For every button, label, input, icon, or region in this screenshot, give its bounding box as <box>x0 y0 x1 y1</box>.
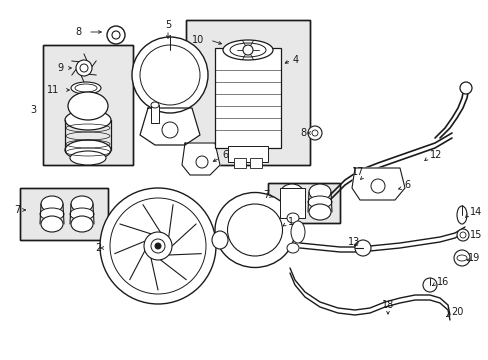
Ellipse shape <box>65 140 111 160</box>
Ellipse shape <box>70 151 106 165</box>
Circle shape <box>422 278 436 292</box>
Ellipse shape <box>308 204 330 220</box>
Text: 7: 7 <box>14 205 20 215</box>
Circle shape <box>107 26 125 44</box>
Circle shape <box>456 229 468 241</box>
Ellipse shape <box>223 40 272 60</box>
Bar <box>43 45 133 165</box>
Circle shape <box>76 60 92 76</box>
Text: 20: 20 <box>450 307 463 317</box>
Text: 8: 8 <box>299 128 305 138</box>
Bar <box>267 183 339 223</box>
Ellipse shape <box>307 196 331 208</box>
Ellipse shape <box>212 231 227 249</box>
Circle shape <box>311 130 317 136</box>
Ellipse shape <box>290 221 305 243</box>
Text: 15: 15 <box>469 230 481 240</box>
Polygon shape <box>182 143 220 175</box>
Text: 18: 18 <box>381 300 393 310</box>
Ellipse shape <box>65 110 111 130</box>
Text: 4: 4 <box>292 55 299 65</box>
Circle shape <box>112 31 120 39</box>
Circle shape <box>110 198 205 294</box>
Circle shape <box>162 122 178 138</box>
Circle shape <box>354 240 370 256</box>
Text: 16: 16 <box>436 277 448 287</box>
Ellipse shape <box>41 216 63 232</box>
Ellipse shape <box>71 82 101 94</box>
Circle shape <box>80 64 88 72</box>
Circle shape <box>143 232 172 260</box>
Bar <box>267 183 339 223</box>
Text: 3: 3 <box>30 105 36 115</box>
Text: 6: 6 <box>222 150 228 160</box>
Text: 13: 13 <box>347 237 360 247</box>
Ellipse shape <box>280 196 304 208</box>
Circle shape <box>243 45 252 55</box>
Bar <box>151 105 159 123</box>
Bar <box>20 188 108 240</box>
Circle shape <box>151 239 164 253</box>
Text: 1: 1 <box>287 217 293 227</box>
Circle shape <box>155 243 161 249</box>
Text: 12: 12 <box>429 150 442 160</box>
Ellipse shape <box>308 184 330 200</box>
Ellipse shape <box>71 196 93 212</box>
Circle shape <box>370 179 384 193</box>
Circle shape <box>100 188 216 304</box>
Ellipse shape <box>70 208 94 220</box>
Ellipse shape <box>281 204 303 220</box>
Ellipse shape <box>286 213 298 223</box>
Bar <box>20 188 108 240</box>
Text: 14: 14 <box>469 207 481 217</box>
Ellipse shape <box>151 102 159 108</box>
Bar <box>249 158 262 168</box>
Circle shape <box>459 82 471 94</box>
Ellipse shape <box>227 204 282 256</box>
Bar <box>234 158 245 168</box>
Text: 8: 8 <box>75 27 81 37</box>
Polygon shape <box>140 108 200 145</box>
Circle shape <box>132 37 207 113</box>
Text: 7: 7 <box>263 190 269 200</box>
Circle shape <box>459 232 465 238</box>
Text: 19: 19 <box>467 253 479 263</box>
Bar <box>43 45 133 165</box>
Bar <box>185 20 309 165</box>
Text: 5: 5 <box>164 20 171 30</box>
Bar <box>227 146 267 162</box>
Circle shape <box>140 45 200 105</box>
Ellipse shape <box>229 43 265 57</box>
Text: 11: 11 <box>47 85 59 95</box>
Text: 9: 9 <box>57 63 63 73</box>
Ellipse shape <box>40 208 64 220</box>
Ellipse shape <box>68 92 108 120</box>
Ellipse shape <box>41 196 63 212</box>
Circle shape <box>307 126 321 140</box>
Ellipse shape <box>215 193 294 267</box>
Ellipse shape <box>281 184 303 200</box>
Ellipse shape <box>286 243 298 253</box>
Text: 2: 2 <box>95 243 101 253</box>
Text: 10: 10 <box>192 35 204 45</box>
Polygon shape <box>351 168 404 200</box>
Circle shape <box>453 250 469 266</box>
Bar <box>280 188 305 218</box>
Bar <box>185 20 309 165</box>
Ellipse shape <box>71 216 93 232</box>
Ellipse shape <box>75 84 97 92</box>
Ellipse shape <box>456 206 466 224</box>
Text: 6: 6 <box>403 180 409 190</box>
Circle shape <box>196 156 207 168</box>
Bar <box>215 48 281 148</box>
Text: 17: 17 <box>351 167 364 177</box>
